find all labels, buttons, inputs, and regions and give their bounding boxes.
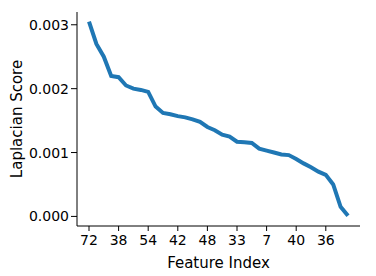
- svg-text:40: 40: [287, 232, 305, 248]
- svg-text:33: 33: [228, 232, 246, 248]
- svg-text:72: 72: [80, 232, 98, 248]
- svg-text:0.002: 0.002: [29, 81, 69, 97]
- svg-text:0.000: 0.000: [29, 208, 69, 224]
- svg-text:Feature Index: Feature Index: [167, 254, 270, 268]
- svg-text:0.003: 0.003: [29, 17, 69, 33]
- svg-text:48: 48: [198, 232, 216, 248]
- svg-text:36: 36: [317, 232, 335, 248]
- svg-text:0.001: 0.001: [29, 145, 69, 161]
- svg-text:54: 54: [139, 232, 157, 248]
- svg-text:Laplacian Score: Laplacian Score: [8, 60, 26, 178]
- svg-text:7: 7: [262, 232, 271, 248]
- svg-text:42: 42: [169, 232, 187, 248]
- svg-text:38: 38: [110, 232, 128, 248]
